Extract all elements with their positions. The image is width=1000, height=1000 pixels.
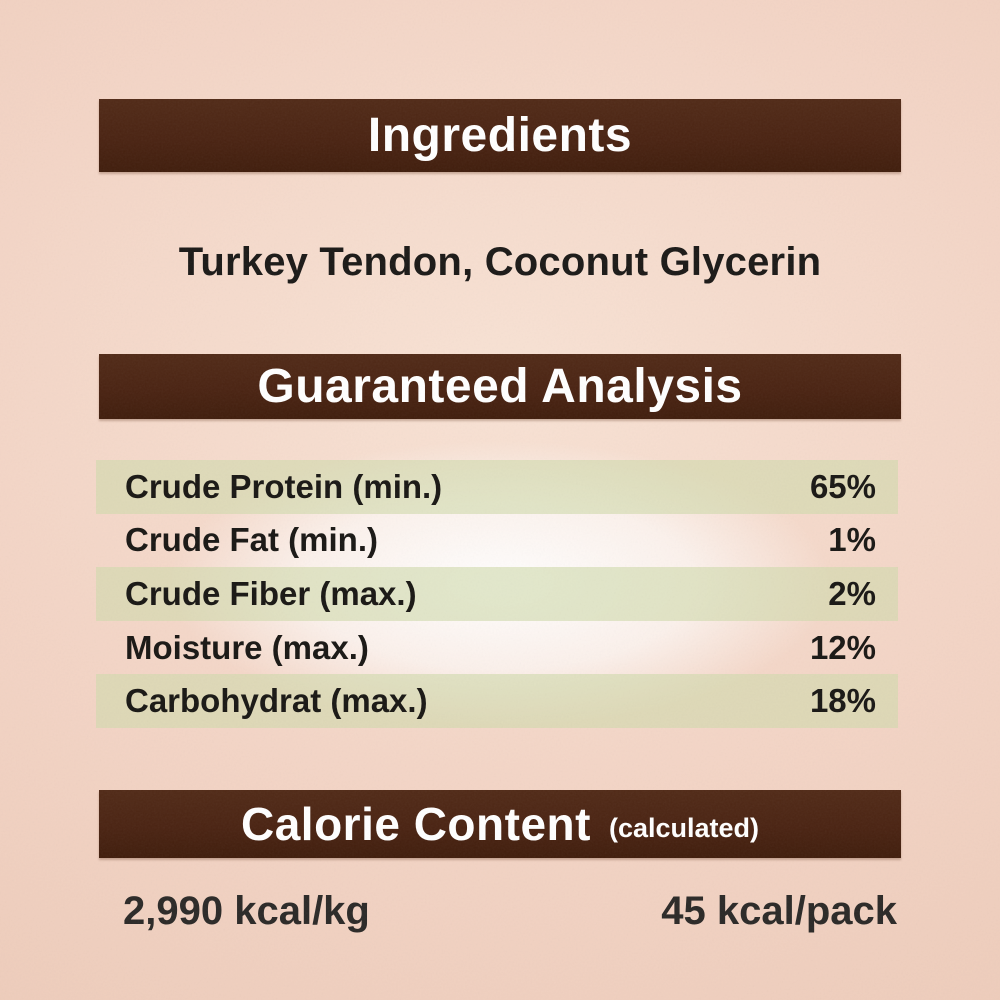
calorie-header-bar: Calorie Content (calculated) [99, 790, 901, 858]
calorie-header-qualifier: (calculated) [608, 812, 759, 843]
analysis-table: Crude Protein (min.) 65% Crude Fat (min.… [96, 460, 898, 728]
analysis-row-label: Moisture (max.) [125, 628, 369, 666]
analysis-row-label: Crude Protein (min.) [125, 467, 443, 505]
calorie-header-title: Calorie Content [240, 798, 591, 850]
calorie-values-row: 2,990 kcal/kg 45 kcal/pack [123, 889, 897, 934]
analysis-row: Carbohydrat (max.) 18% [96, 674, 898, 728]
analysis-row: Crude Protein (min.) 65% [96, 460, 898, 514]
analysis-row-label: Crude Fat (min.) [125, 521, 378, 559]
analysis-row-value: 2% [828, 574, 876, 612]
ingredients-list: Turkey Tendon, Coconut Glycerin [178, 240, 822, 284]
analysis-row-value: 18% [809, 682, 876, 720]
analysis-header-title: Guaranteed Analysis [257, 359, 743, 413]
analysis-row: Crude Fiber (max.) 2% [96, 567, 898, 621]
analysis-row-label: Crude Fiber (max.) [125, 574, 417, 612]
analysis-row: Moisture (max.) 12% [96, 621, 898, 675]
ingredients-header-title: Ingredients [367, 108, 633, 162]
ingredients-header-bar: Ingredients [99, 99, 901, 172]
analysis-row-value: 12% [809, 628, 876, 666]
analysis-row-value: 65% [809, 467, 876, 505]
analysis-row: Crude Fat (min.) 1% [96, 514, 898, 568]
analysis-row-label: Carbohydrat (max.) [125, 682, 428, 720]
analysis-row-value: 1% [828, 521, 876, 559]
calorie-per-kg: 2,990 kcal/kg [123, 889, 370, 933]
calorie-per-pack: 45 kcal/pack [661, 889, 897, 933]
analysis-header-bar: Guaranteed Analysis [99, 354, 901, 419]
